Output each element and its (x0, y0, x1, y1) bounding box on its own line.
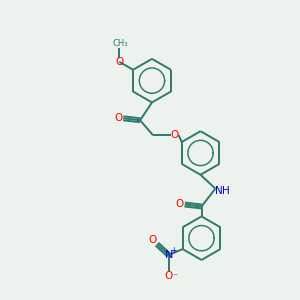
Text: O: O (114, 113, 122, 123)
Text: O: O (176, 200, 184, 209)
Text: N: N (215, 186, 223, 196)
Text: ⁻: ⁻ (172, 272, 177, 282)
Text: O: O (165, 271, 173, 281)
Text: H: H (222, 186, 230, 196)
Text: O: O (149, 235, 157, 245)
Text: CH₃: CH₃ (112, 38, 128, 47)
Text: O: O (115, 57, 123, 67)
Text: N: N (165, 250, 173, 260)
Text: +: + (170, 246, 177, 255)
Text: O: O (171, 130, 179, 140)
